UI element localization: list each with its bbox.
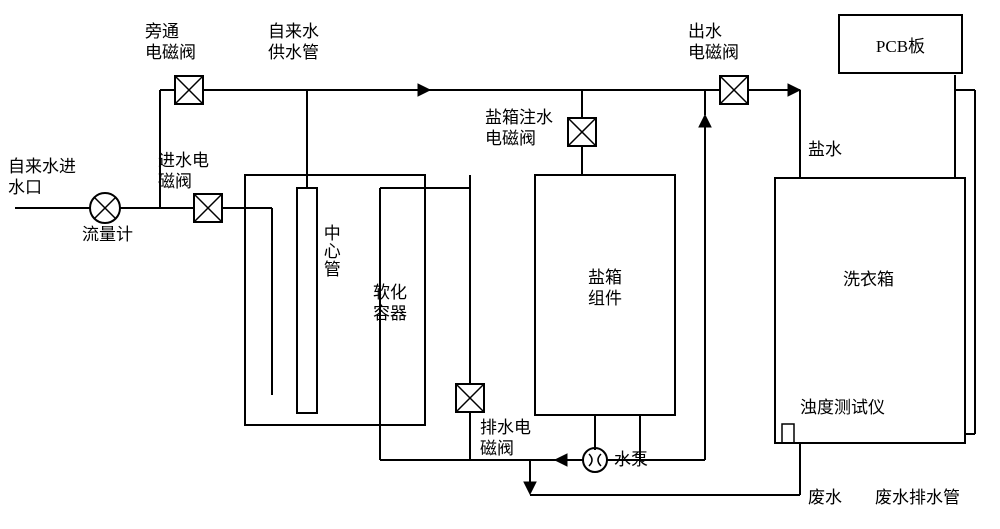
tap-pipe-label-1: 自来水 xyxy=(268,22,319,42)
turbidity-label: 浊度测试仪 xyxy=(800,398,885,418)
salt-box-label-1: 盐箱 xyxy=(588,268,622,288)
salt-box-label-2: 组件 xyxy=(588,289,622,309)
outlet-valve-label-1: 出水 xyxy=(688,22,722,42)
outlet-valve-label-2: 电磁阀 xyxy=(688,43,739,63)
waste-pipe-label: 废水排水管 xyxy=(875,488,960,508)
inlet-label-1: 自来水进 xyxy=(8,157,76,177)
pump-label: 水泵 xyxy=(614,450,648,470)
bypass-valve-label-2: 电磁阀 xyxy=(145,43,196,63)
tap-pipe-label-2: 供水管 xyxy=(268,43,319,63)
inlet-valve-label-2: 磁阀 xyxy=(158,172,192,192)
drain-valve-label-1: 排水电 xyxy=(480,418,531,438)
pcb-label: PCB板 xyxy=(876,32,925,57)
pcb-box: PCB板 xyxy=(838,14,963,74)
inlet-valve-label-1: 进水电 xyxy=(158,151,209,171)
bypass-valve-label-1: 旁通 xyxy=(145,22,179,42)
wash-box-label: 洗衣箱 xyxy=(843,270,894,290)
salt-fill-label-1: 盐箱注水 xyxy=(485,108,553,128)
inlet-label-2: 水口 xyxy=(8,178,42,198)
waste-water-label: 废水 xyxy=(808,488,842,508)
diagram-canvas: 自来水进 水口 流量计 旁通 电磁阀 自来水 供水管 进水电 磁阀 中心管 软化… xyxy=(0,0,1000,529)
drain-valve-label-2: 磁阀 xyxy=(480,439,514,459)
salt-water-label: 盐水 xyxy=(808,140,842,160)
soften-label-2: 容器 xyxy=(373,304,407,324)
center-tube-label: 中心管 xyxy=(322,225,342,279)
soften-label-1: 软化 xyxy=(373,283,407,303)
salt-fill-label-2: 电磁阀 xyxy=(485,129,536,149)
flow-meter-label: 流量计 xyxy=(82,225,133,245)
